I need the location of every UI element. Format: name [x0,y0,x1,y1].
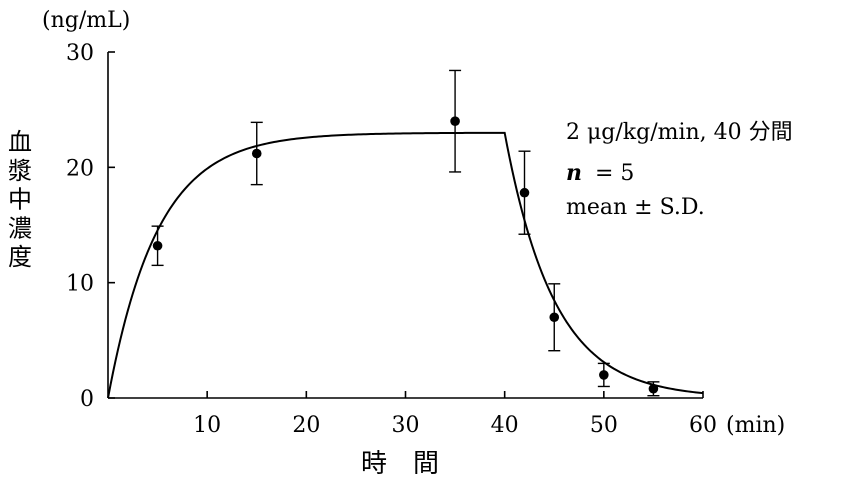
data-point [648,383,659,394]
annotation-stat: mean ± S.D. [566,195,705,220]
fit-curve [107,131,704,399]
x-tick-label: 10 [193,413,221,438]
x-tick-label: 60 [689,413,717,438]
y-tick-label: 0 [80,387,94,412]
data-point [251,148,262,159]
data-point [549,312,560,323]
x-tick-label: 20 [292,413,320,438]
x-tick-label: 50 [590,413,618,438]
y-tick-label: 20 [66,156,94,181]
x-unit-label: (min) [726,413,785,438]
annotation-dose: 2 μg/kg/min, 40 分間 [566,120,793,145]
data-point [450,116,460,126]
tick-labels: 0 10 20 30 10 20 30 40 50 60 [66,41,717,438]
y-axis-label: 血漿中濃度 [8,128,32,271]
data-points [151,69,660,397]
y-tick-label: 10 [66,272,94,297]
annotation-n: n = 5 [566,160,634,186]
annotation-n-symbol: n [566,160,582,186]
fit-curve-group [107,131,704,399]
x-axis-label: 時 間 [361,449,439,479]
y-unit-label: (ng/mL) [42,8,130,33]
x-tick-label: 30 [392,413,420,438]
x-tick-label: 40 [491,413,519,438]
y-tick-label: 30 [66,41,94,66]
data-point [519,187,530,198]
annotation-n-value: = 5 [595,161,634,186]
axes [107,51,704,399]
data-point [152,240,163,251]
data-point [599,370,609,380]
